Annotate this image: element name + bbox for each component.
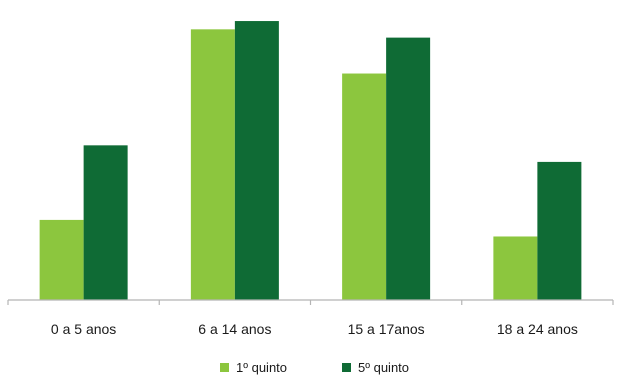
x-tick-label: 18 a 24 anos xyxy=(497,321,578,337)
legend-swatch xyxy=(220,363,229,372)
bar-series-1-category-2 xyxy=(190,29,235,300)
x-tick-label: 6 a 14 anos xyxy=(198,321,271,337)
bar-series-1-category-1 xyxy=(39,219,84,300)
legend-label: 1º quinto xyxy=(236,360,287,375)
x-tick-labels: 0 a 5 anos 6 a 14 anos 15 a 17anos 18 a 24 … xyxy=(51,321,578,337)
x-tick-marks xyxy=(7,300,614,305)
bar-series-2-category-3 xyxy=(386,37,431,300)
bars-group xyxy=(39,21,582,301)
bar-series-1-category-4 xyxy=(493,236,538,300)
x-tick-label: 15 a 17anos xyxy=(348,321,425,337)
legend: 1º quinto 5º quinto xyxy=(220,360,409,375)
bar-series-2-category-4 xyxy=(537,161,582,300)
legend-label: 5º quinto xyxy=(358,360,409,375)
bar-series-2-category-1 xyxy=(83,145,128,300)
bar-series-1-category-3 xyxy=(342,73,387,301)
x-tick-label: 0 a 5 anos xyxy=(51,321,116,337)
legend-swatch xyxy=(342,363,351,372)
bar-series-2-category-2 xyxy=(234,21,279,301)
